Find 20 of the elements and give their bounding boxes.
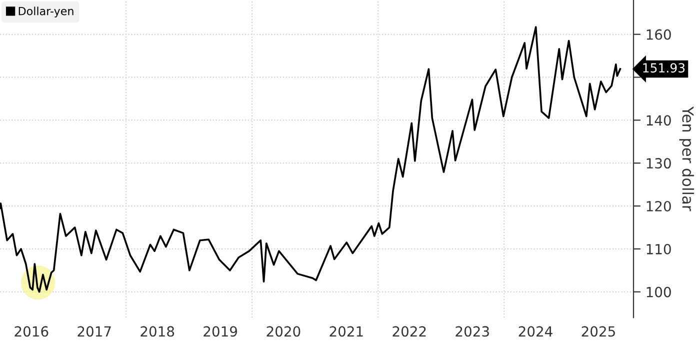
y-tick-label: 140 — [646, 115, 671, 126]
x-tick-label: 2017 — [78, 326, 111, 337]
text: 151.93 — [643, 63, 685, 73]
x-tick-label: 2020 — [266, 326, 300, 337]
y-tick-label: 130 — [646, 158, 671, 169]
x-tick-label: 2019 — [204, 326, 238, 337]
y-tick-label: 160 — [646, 29, 671, 40]
y-tick-label: 110 — [646, 244, 671, 254]
x-tick-label: 2025 — [582, 326, 615, 337]
x-tick-label: 2022 — [392, 326, 426, 337]
x-tick-label: 2016 — [14, 326, 48, 337]
x-tick-label: 2018 — [140, 326, 174, 337]
y-tick-label: 100 — [646, 286, 671, 298]
y-tick-label: 120 — [646, 200, 671, 212]
line-series — [0, 26, 622, 293]
y-axis-title: Yen per dollar — [679, 106, 694, 212]
legend-label: Dollar-yen — [18, 6, 74, 18]
x-tick-label: 2024 — [518, 326, 552, 337]
x-tick-label: 2021 — [330, 326, 363, 337]
x-tick-label: 2023 — [456, 326, 489, 337]
